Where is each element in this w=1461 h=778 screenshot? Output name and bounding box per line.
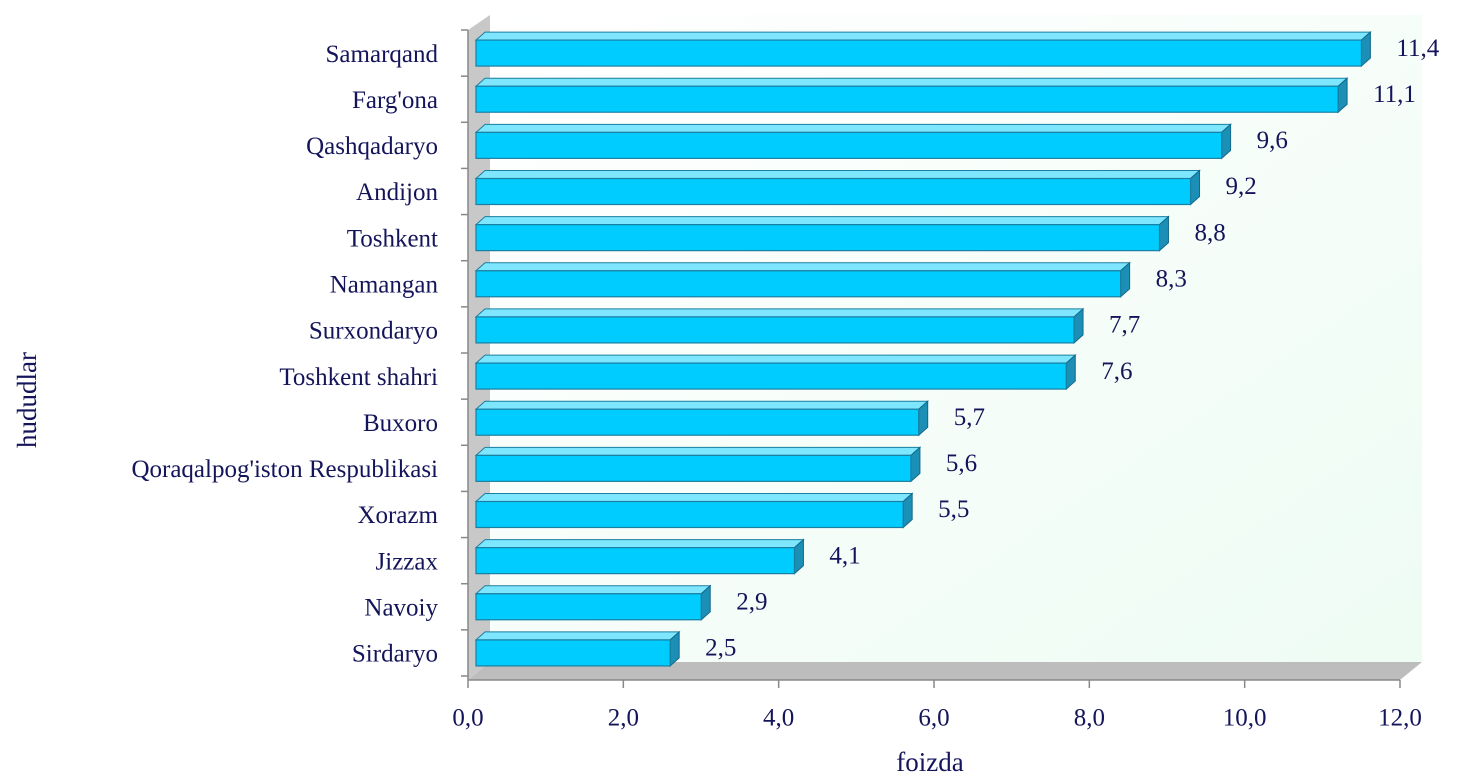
side-wall bbox=[468, 15, 490, 680]
bar-top bbox=[474, 170, 1201, 179]
bar bbox=[475, 500, 904, 529]
bar-top bbox=[474, 216, 1170, 226]
data-label: 11,1 bbox=[1373, 81, 1416, 108]
data-label: 7,7 bbox=[1109, 312, 1140, 339]
x-tick-label: 0,0 bbox=[452, 705, 483, 732]
y-tick-label: Buxoro bbox=[363, 410, 438, 437]
bar-top bbox=[474, 446, 922, 456]
x-axis-title: foizda bbox=[896, 747, 963, 777]
bar-top bbox=[474, 308, 1085, 318]
data-label: 5,5 bbox=[938, 496, 969, 523]
bar-top bbox=[474, 539, 805, 549]
data-label: 2,5 bbox=[705, 635, 736, 662]
bar bbox=[475, 362, 1067, 390]
y-tick-label: Xorazm bbox=[357, 502, 438, 529]
bar-top bbox=[474, 123, 1232, 133]
y-tick-label: Farg'ona bbox=[352, 87, 438, 114]
y-tick-label: Samarqand bbox=[326, 41, 439, 68]
data-label: 9,2 bbox=[1226, 173, 1257, 200]
bar bbox=[475, 639, 671, 667]
data-label: 11,4 bbox=[1396, 35, 1439, 62]
bar-top bbox=[474, 631, 681, 641]
y-tick-label: Surxondaryo bbox=[309, 318, 438, 345]
bar-top bbox=[474, 585, 712, 595]
bar bbox=[475, 547, 796, 575]
data-label: 7,6 bbox=[1101, 358, 1132, 385]
x-tick-label: 2,0 bbox=[608, 705, 639, 732]
y-tick-label: Qoraqalpog'iston Respublikasi bbox=[131, 456, 438, 483]
y-tick-label: Toshkent shahri bbox=[279, 364, 438, 391]
data-label: 8,3 bbox=[1156, 266, 1187, 293]
floor bbox=[468, 662, 1422, 680]
bar-top bbox=[474, 77, 1349, 87]
bar-top bbox=[474, 493, 914, 502]
data-label: 5,7 bbox=[954, 404, 985, 431]
x-tick-label: 6,0 bbox=[918, 705, 949, 732]
bar-top bbox=[474, 262, 1131, 272]
x-tick-label: 4,0 bbox=[763, 705, 794, 732]
x-tick-label: 12,0 bbox=[1378, 705, 1422, 732]
bar bbox=[475, 224, 1161, 252]
y-tick-label: Toshkent bbox=[347, 225, 438, 252]
y-tick-label: Qashqadaryo bbox=[306, 133, 438, 160]
bar-top bbox=[474, 31, 1372, 41]
data-label: 2,9 bbox=[736, 589, 767, 616]
bar bbox=[475, 131, 1223, 159]
y-axis-title: hududlar bbox=[12, 352, 42, 448]
bar bbox=[475, 408, 920, 436]
bar bbox=[475, 454, 912, 482]
y-tick-label: Sirdaryo bbox=[352, 641, 438, 668]
bar bbox=[475, 270, 1122, 298]
bar-top bbox=[474, 354, 1077, 364]
bar bbox=[475, 316, 1075, 344]
y-tick-label: Jizzax bbox=[376, 548, 439, 575]
y-tick-label: Andijon bbox=[356, 179, 438, 206]
data-label: 9,6 bbox=[1257, 127, 1288, 154]
data-label: 4,1 bbox=[829, 542, 860, 569]
y-tick-label: Namangan bbox=[330, 272, 439, 299]
bar bbox=[475, 85, 1339, 113]
bar-top bbox=[474, 400, 930, 410]
x-tick-label: 8,0 bbox=[1074, 705, 1105, 732]
data-label: 8,8 bbox=[1194, 219, 1225, 246]
bar bbox=[475, 177, 1192, 206]
bar bbox=[475, 39, 1363, 67]
x-tick-label: 10,0 bbox=[1223, 705, 1267, 732]
y-tick-label: Navoiy bbox=[364, 595, 438, 622]
data-label: 5,6 bbox=[946, 450, 977, 477]
bar bbox=[475, 593, 702, 621]
